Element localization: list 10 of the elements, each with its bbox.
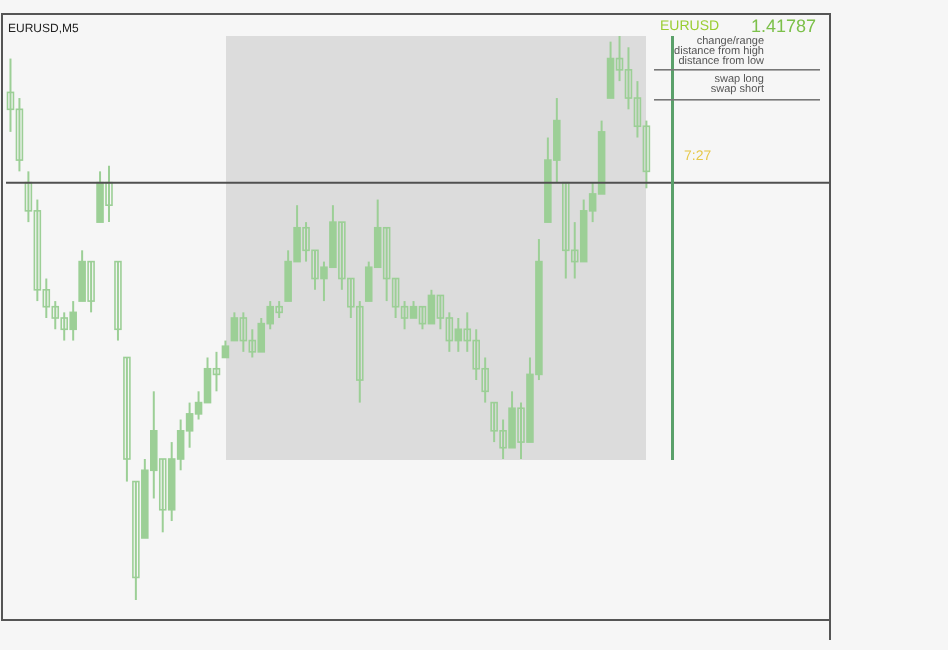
candlestick <box>230 311 239 342</box>
candlestick <box>239 311 248 353</box>
candlestick <box>114 260 122 342</box>
annotation: 1.41787 <box>750 16 816 36</box>
candlestick <box>15 97 24 173</box>
candlestick <box>123 356 131 483</box>
candlestick <box>606 40 615 100</box>
candlestick <box>382 226 391 303</box>
candlestick <box>454 317 463 353</box>
candlestick <box>427 288 436 325</box>
